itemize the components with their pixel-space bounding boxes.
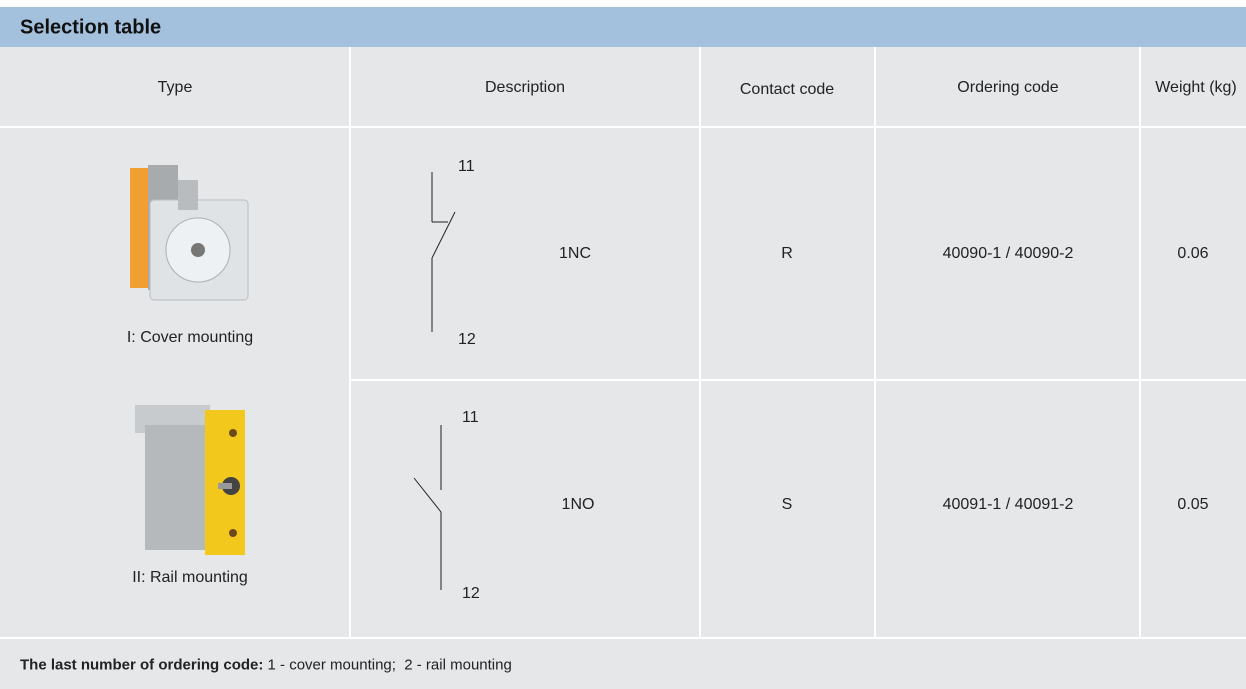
column-header: Weight (kg) bbox=[1155, 79, 1237, 96]
rail-mounting-image bbox=[135, 405, 245, 555]
col-divider bbox=[1139, 47, 1141, 638]
description: 1NC bbox=[558, 245, 592, 262]
weight: 0.05 bbox=[1177, 496, 1209, 513]
row-divider bbox=[350, 379, 1246, 381]
footnote-text: 1 - cover mounting; 2 - rail mounting bbox=[267, 656, 512, 674]
col-divider bbox=[699, 47, 701, 638]
terminal-label: 11 bbox=[462, 409, 479, 426]
cover-mounting-image bbox=[130, 165, 249, 301]
terminal-label: 11 bbox=[458, 158, 475, 175]
contact-code: S bbox=[781, 496, 793, 513]
no-symbol bbox=[413, 425, 442, 590]
column-header: Description bbox=[484, 79, 566, 96]
type-label: II: Rail mounting bbox=[132, 569, 248, 586]
row-divider bbox=[0, 126, 1246, 128]
ordering-code: 40090-1 / 40090-2 bbox=[942, 245, 1074, 262]
column-header: Contact code bbox=[739, 81, 835, 98]
terminal-label: 12 bbox=[458, 331, 476, 348]
column-header: Ordering code bbox=[957, 79, 1059, 96]
col-divider bbox=[874, 47, 876, 638]
footnote: The last number of ordering code: 1 - co… bbox=[20, 657, 512, 674]
ordering-code: 40091-1 / 40091-2 bbox=[942, 496, 1074, 513]
type-label: I: Cover mounting bbox=[126, 329, 254, 346]
title: Selection table bbox=[20, 16, 162, 39]
weight: 0.06 bbox=[1177, 245, 1209, 262]
title-bar bbox=[0, 7, 1246, 47]
footnote-label: The last number of ordering code: bbox=[20, 656, 264, 674]
row-divider bbox=[0, 637, 1246, 639]
nc-symbol bbox=[431, 172, 456, 332]
description: 1NO bbox=[561, 496, 595, 513]
col-divider bbox=[349, 47, 351, 638]
column-header: Type bbox=[157, 79, 193, 96]
contact-code: R bbox=[781, 245, 793, 262]
terminal-label: 12 bbox=[462, 585, 480, 602]
table-bg bbox=[0, 47, 1246, 689]
